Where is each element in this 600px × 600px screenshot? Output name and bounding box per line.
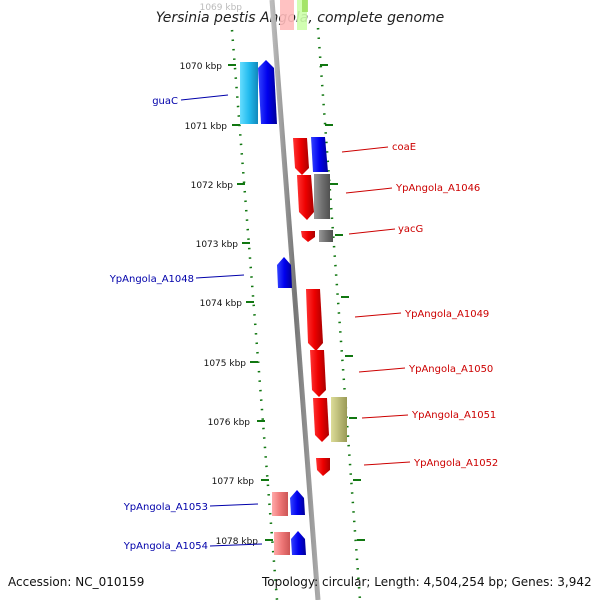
leader-line-YpAngola_A1051	[361, 414, 409, 419]
leader-line-YpAngola_A1052	[363, 461, 411, 466]
pink-feature-A1054[interactable]	[274, 532, 290, 555]
gene-features	[240, 60, 347, 555]
tick-label: 1070 kbp	[180, 62, 223, 72]
gene-label-YpAngola_A1046[interactable]: YpAngola_A1046	[395, 183, 480, 194]
tick-label: 1072 kbp	[191, 181, 234, 191]
tick-label: 1073 kbp	[196, 240, 239, 250]
tick-label: 1071 kbp	[185, 122, 228, 132]
gene-YpAngola_A1053[interactable]	[290, 490, 305, 515]
leader-line-YpAngola_A1049	[354, 312, 402, 318]
leader-line-coaE	[341, 146, 389, 153]
gray-feature-yacG[interactable]	[319, 230, 333, 242]
gene-yacG[interactable]	[301, 231, 315, 242]
gene-coaE-reverse[interactable]	[293, 138, 309, 175]
gene-coaE[interactable]	[311, 137, 328, 172]
outer-right-dotted-arc	[316, 27, 362, 600]
accession-text: Accession: NC_010159	[8, 575, 145, 589]
gene-label-YpAngola_A1050[interactable]: YpAngola_A1050	[408, 364, 493, 375]
gene-label-yacG[interactable]: yacG	[398, 224, 423, 235]
tick-label: 1069 kbp	[200, 3, 243, 13]
tick-label: 1077 kbp	[212, 477, 255, 487]
gray-feature-A1046[interactable]	[314, 174, 330, 219]
gene-YpAngola_A1050[interactable]	[310, 350, 326, 397]
label-leader-lines	[180, 94, 411, 547]
genome-backbone	[269, 0, 321, 600]
leader-line-YpAngola_A1046	[345, 187, 393, 194]
gene-YpAngola_A1052[interactable]	[316, 458, 330, 476]
gene-YpAngola_A1046[interactable]	[297, 175, 314, 220]
left-gene-labels: guaC YpAngola_A1048 YpAngola_A1053 YpAng…	[109, 96, 208, 552]
tick-label: 1075 kbp	[204, 359, 247, 369]
gene-YpAngola_A1048[interactable]	[277, 257, 292, 288]
pink-feature-A1053[interactable]	[272, 492, 288, 516]
gene-guaC[interactable]	[258, 60, 277, 124]
tick-label: 1074 kbp	[200, 299, 243, 309]
leader-line-YpAngola_A1054	[209, 543, 263, 547]
cds-cyan-feature[interactable]	[240, 62, 258, 124]
gene-label-YpAngola_A1049[interactable]: YpAngola_A1049	[404, 309, 489, 320]
gene-label-coaE[interactable]: coaE	[392, 142, 416, 153]
faded-green-feature	[297, 0, 307, 30]
leader-line-YpAngola_A1048	[195, 274, 245, 279]
gene-YpAngola_A1049[interactable]	[306, 289, 323, 351]
gene-YpAngola_A1051[interactable]	[313, 398, 329, 442]
olive-feature-A1051[interactable]	[331, 397, 347, 442]
faded-red-feature	[280, 0, 294, 30]
leader-line-guaC	[180, 94, 229, 101]
gene-YpAngola_A1054[interactable]	[291, 531, 306, 555]
leader-line-yacG	[348, 228, 396, 235]
leader-line-YpAngola_A1053	[209, 503, 259, 507]
gene-label-YpAngola_A1054[interactable]: YpAngola_A1054	[123, 541, 208, 552]
tick-label: 1076 kbp	[208, 418, 251, 428]
tick-labels: 1069 kbp 1070 kbp 1071 kbp 1072 kbp 1073…	[180, 3, 259, 547]
faded-green-feature-2	[302, 0, 308, 12]
tick-label: 1078 kbp	[216, 537, 259, 547]
gene-label-YpAngola_A1048[interactable]: YpAngola_A1048	[109, 274, 194, 285]
topology-text: Topology: circular; Length: 4,504,254 bp…	[262, 575, 592, 589]
gene-label-YpAngola_A1053[interactable]: YpAngola_A1053	[123, 502, 208, 513]
gene-label-guaC[interactable]: guaC	[152, 96, 178, 107]
gene-label-YpAngola_A1051[interactable]: YpAngola_A1051	[411, 410, 496, 421]
tick-marks	[228, 64, 365, 541]
right-gene-labels: coaE YpAngola_A1046 yacG YpAngola_A1049 …	[392, 142, 498, 469]
leader-line-YpAngola_A1050	[358, 367, 406, 373]
gene-label-YpAngola_A1052[interactable]: YpAngola_A1052	[413, 458, 498, 469]
